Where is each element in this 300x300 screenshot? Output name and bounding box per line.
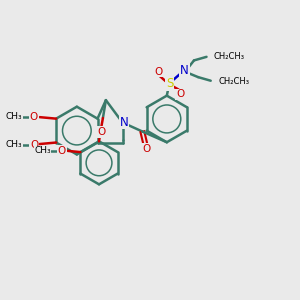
Text: O: O — [30, 112, 38, 122]
Text: CH₂CH₃: CH₂CH₃ — [214, 52, 245, 61]
Text: CH₃: CH₃ — [5, 112, 22, 122]
Text: N: N — [119, 116, 128, 129]
Text: O: O — [154, 67, 163, 77]
Text: CH₃: CH₃ — [6, 140, 22, 149]
Text: O: O — [142, 144, 151, 154]
Text: O: O — [58, 146, 66, 156]
Text: CH₂CH₃: CH₂CH₃ — [218, 77, 249, 86]
Text: O: O — [176, 89, 184, 100]
Text: CH₃: CH₃ — [34, 146, 51, 155]
Text: O: O — [97, 127, 105, 137]
Text: O: O — [30, 140, 38, 150]
Text: N: N — [180, 64, 189, 77]
Text: S: S — [166, 77, 173, 90]
